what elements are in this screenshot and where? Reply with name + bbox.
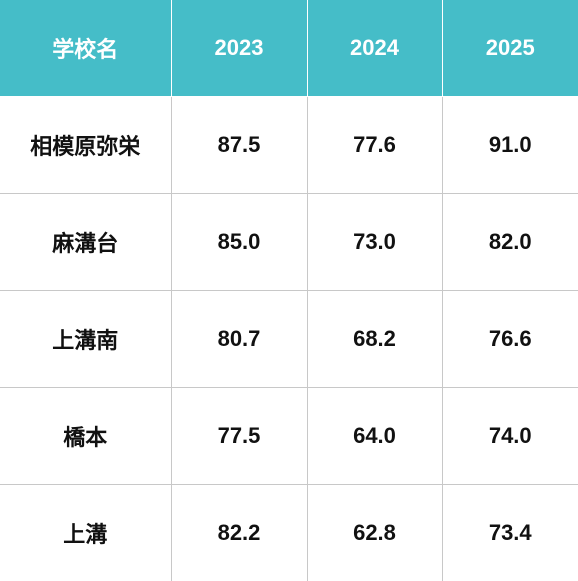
table-row: 麻溝台 85.0 73.0 82.0: [0, 194, 578, 291]
table-row: 上溝 82.2 62.8 73.4: [0, 485, 578, 581]
school-name-cell: 相模原弥栄: [0, 97, 171, 194]
school-name-cell: 上溝南: [0, 291, 171, 388]
school-name-cell: 上溝: [0, 485, 171, 581]
value-cell-2023: 77.5: [171, 388, 307, 485]
value-cell-2025: 76.6: [442, 291, 578, 388]
table-row: 橋本 77.5 64.0 74.0: [0, 388, 578, 485]
value-cell-2024: 73.0: [307, 194, 442, 291]
value-cell-2024: 68.2: [307, 291, 442, 388]
value-cell-2023: 82.2: [171, 485, 307, 581]
header-school-name: 学校名: [0, 0, 171, 97]
school-name-cell: 麻溝台: [0, 194, 171, 291]
value-cell-2023: 85.0: [171, 194, 307, 291]
value-cell-2025: 73.4: [442, 485, 578, 581]
table-header: 学校名 2023 2024 2025: [0, 0, 578, 97]
school-name-cell: 橋本: [0, 388, 171, 485]
value-cell-2025: 74.0: [442, 388, 578, 485]
value-cell-2024: 77.6: [307, 97, 442, 194]
value-cell-2024: 64.0: [307, 388, 442, 485]
value-cell-2025: 82.0: [442, 194, 578, 291]
value-cell-2023: 87.5: [171, 97, 307, 194]
value-cell-2023: 80.7: [171, 291, 307, 388]
value-cell-2024: 62.8: [307, 485, 442, 581]
value-cell-2025: 91.0: [442, 97, 578, 194]
header-year-2023: 2023: [171, 0, 307, 97]
header-year-2025: 2025: [442, 0, 578, 97]
table-row: 相模原弥栄 87.5 77.6 91.0: [0, 97, 578, 194]
table-row: 上溝南 80.7 68.2 76.6: [0, 291, 578, 388]
table-body: 相模原弥栄 87.5 77.6 91.0 麻溝台 85.0 73.0 82.0 …: [0, 97, 578, 581]
header-year-2024: 2024: [307, 0, 442, 97]
header-row: 学校名 2023 2024 2025: [0, 0, 578, 97]
